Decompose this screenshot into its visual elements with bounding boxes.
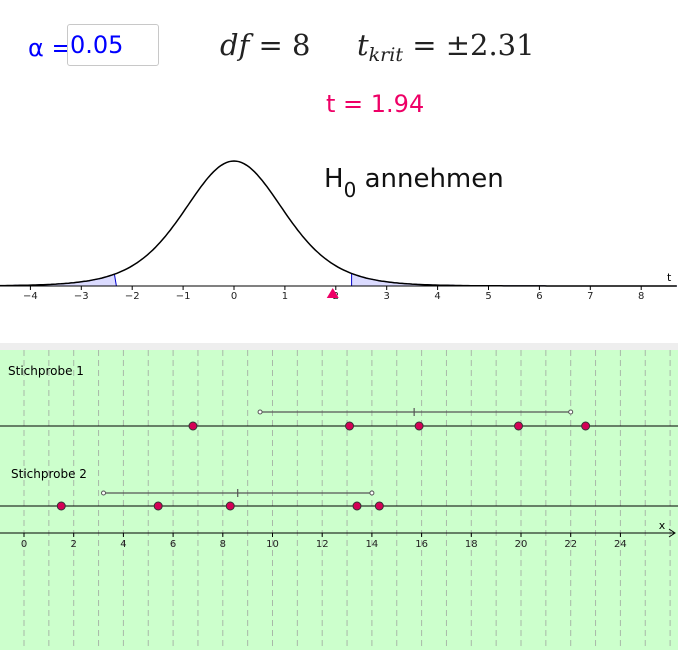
x-tick-label: 0 [21,539,27,550]
x-tick-label: 22 [564,539,577,550]
sample-point[interactable] [153,501,163,511]
x-tick-label: 6 [536,291,542,302]
t-axis-label: t [667,271,672,284]
sample-label: Stichprobe 1 [8,364,84,378]
sample-point[interactable] [514,421,524,431]
decision-h: H [324,164,344,194]
decision-text: H0 annehmen [324,164,504,202]
x-tick-label: 16 [415,539,428,550]
alpha-input[interactable]: 0.05 [67,24,159,66]
x-axis-label: x [659,519,666,532]
interval-endpoint[interactable] [568,409,574,415]
sample-point[interactable] [352,501,362,511]
tcrit-symbol: t [357,28,369,62]
divider [0,343,678,350]
x-tick-label: 8 [220,539,226,550]
x-tick-label: 8 [638,291,644,302]
t-value-text: t = 1.94 [326,90,425,118]
interval-endpoint[interactable] [257,409,263,415]
x-tick-label: 4 [120,539,126,550]
interval-endpoint[interactable] [101,490,107,496]
density-curve [0,160,677,287]
decision-sub: 0 [343,178,357,202]
interval-endpoint[interactable] [369,490,375,496]
x-tick-label: 2 [71,539,77,550]
sample-point[interactable] [56,501,66,511]
x-tick-label: 7 [587,291,593,302]
tcrit-sub: krit [368,44,403,66]
panel-background [0,350,678,650]
sample-point[interactable] [188,421,198,431]
x-tick-label: −1 [176,291,191,302]
x-tick-label: 5 [485,291,491,302]
x-tick-label: 3 [384,291,390,302]
df-symbol: df [220,28,250,62]
right-tail-region [351,272,677,287]
sample-point[interactable] [414,421,424,431]
x-axis-arrow [668,528,676,538]
tcrit-value: = ±2.31 [412,28,535,62]
x-tick-label: 12 [316,539,329,550]
decision-label: annehmen [364,164,504,194]
sample-point[interactable] [581,421,591,431]
t-distribution-chart: −4−3−2−1012345678 t [0,160,677,302]
t-marker[interactable] [326,288,339,298]
x-tick-label: 18 [465,539,478,550]
x-tick-label: 10 [266,539,279,550]
tcrit-formula: tkrit = ±2.31 [357,28,535,66]
x-tick-label: 24 [614,539,627,550]
x-tick-label: 20 [515,539,528,550]
x-tick-label: −3 [74,291,89,302]
alpha-label: α = [28,34,72,62]
x-tick-label: −4 [23,291,38,302]
x-tick-label: −2 [125,291,140,302]
df-value: = 8 [258,28,311,62]
x-tick-label: 4 [434,291,440,302]
df-formula: df = 8 [220,28,311,62]
sample-point[interactable] [225,501,235,511]
x-tick-label: 6 [170,539,176,550]
sample-point[interactable] [345,421,355,431]
x-tick-label: 1 [282,291,288,302]
x-tick-label: 0 [231,291,237,302]
sample-label: Stichprobe 2 [11,467,87,481]
x-tick-label: 14 [366,539,379,550]
sample-point[interactable] [374,501,384,511]
